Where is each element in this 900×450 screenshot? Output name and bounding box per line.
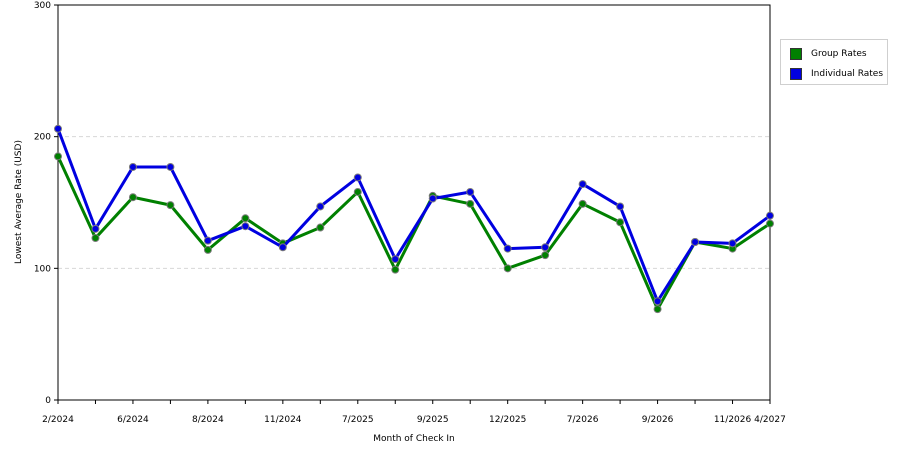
point-s1-2 bbox=[128, 162, 137, 171]
point-s0-7 bbox=[316, 223, 325, 232]
point-s0-19 bbox=[766, 219, 774, 228]
point-s1-18 bbox=[728, 239, 737, 248]
point-s0-15 bbox=[616, 218, 625, 227]
point-s1-6 bbox=[278, 243, 287, 252]
x-tick-label-6: 11/2024 bbox=[264, 415, 302, 425]
point-s1-11 bbox=[466, 187, 475, 196]
x-tick-label-12: 12/2025 bbox=[489, 415, 526, 425]
series-line-0 bbox=[56, 155, 771, 311]
y-tick-label-0: 0 bbox=[45, 396, 51, 406]
legend: Group Rates Individual Rates bbox=[780, 39, 888, 85]
point-s0-2 bbox=[128, 193, 137, 202]
point-s0-14 bbox=[578, 199, 587, 208]
point-s1-19 bbox=[766, 211, 774, 220]
y-axis-title: Lowest Average Rate (USD) bbox=[14, 140, 24, 264]
point-s1-0 bbox=[54, 124, 62, 133]
point-s1-4 bbox=[203, 236, 212, 245]
point-s1-3 bbox=[166, 162, 175, 171]
x-tick-label-4: 8/2024 bbox=[192, 415, 224, 425]
legend-label-individual: Individual Rates bbox=[811, 69, 884, 79]
point-s0-12 bbox=[503, 264, 512, 273]
x-tick-label-14: 7/2026 bbox=[567, 415, 599, 425]
x-axis-title: Month of Check In bbox=[373, 434, 455, 444]
point-s1-16 bbox=[653, 297, 662, 306]
series-line-1 bbox=[56, 128, 771, 303]
x-tick-label-19: 4/2027 bbox=[754, 415, 786, 425]
x-tick-label-16: 9/2026 bbox=[642, 415, 674, 425]
point-s1-1 bbox=[91, 224, 100, 233]
point-s0-11 bbox=[466, 199, 475, 208]
y-tick-label-200: 200 bbox=[34, 133, 51, 143]
legend-item-group-rates: Group Rates bbox=[790, 47, 867, 61]
point-s0-0 bbox=[54, 152, 62, 161]
point-s1-10 bbox=[428, 194, 437, 203]
point-s0-8 bbox=[353, 187, 362, 196]
point-s1-8 bbox=[353, 173, 362, 182]
x-tick-label-2: 6/2024 bbox=[117, 415, 149, 425]
point-s0-13 bbox=[541, 251, 550, 260]
axes: 0 100 200 300 2/2024 6/2024 8/2024 11/2024 7/202… bbox=[34, 1, 786, 425]
x-tick-label-8: 7/2025 bbox=[342, 415, 374, 425]
point-s0-16 bbox=[653, 305, 662, 314]
x-tick-label-0: 2/2024 bbox=[42, 415, 74, 425]
point-s1-9 bbox=[391, 255, 400, 264]
point-s1-7 bbox=[316, 202, 325, 211]
point-s1-15 bbox=[616, 202, 625, 211]
x-tick-label-10: 9/2025 bbox=[417, 415, 449, 425]
point-s1-14 bbox=[578, 180, 587, 189]
point-s0-3 bbox=[166, 201, 175, 210]
point-s0-9 bbox=[391, 265, 400, 274]
plot-frame bbox=[57, 4, 771, 401]
x-tick-label-18: 11/2026 bbox=[714, 415, 752, 425]
legend-label-group: Group Rates bbox=[811, 49, 867, 59]
point-s0-5 bbox=[241, 214, 250, 223]
y-tick-label-100: 100 bbox=[34, 264, 51, 274]
point-s0-4 bbox=[203, 245, 212, 254]
point-s1-12 bbox=[503, 244, 512, 253]
legend-item-individual-rates: Individual Rates bbox=[790, 67, 883, 81]
point-s1-5 bbox=[241, 222, 250, 231]
point-s1-17 bbox=[691, 238, 700, 246]
y-tick-label-300: 300 bbox=[34, 1, 51, 11]
legend-swatch-individual bbox=[790, 68, 802, 80]
point-s0-1 bbox=[91, 234, 100, 243]
point-s1-13 bbox=[541, 243, 550, 252]
legend-swatch-group bbox=[790, 48, 802, 60]
series-layer bbox=[54, 124, 774, 314]
